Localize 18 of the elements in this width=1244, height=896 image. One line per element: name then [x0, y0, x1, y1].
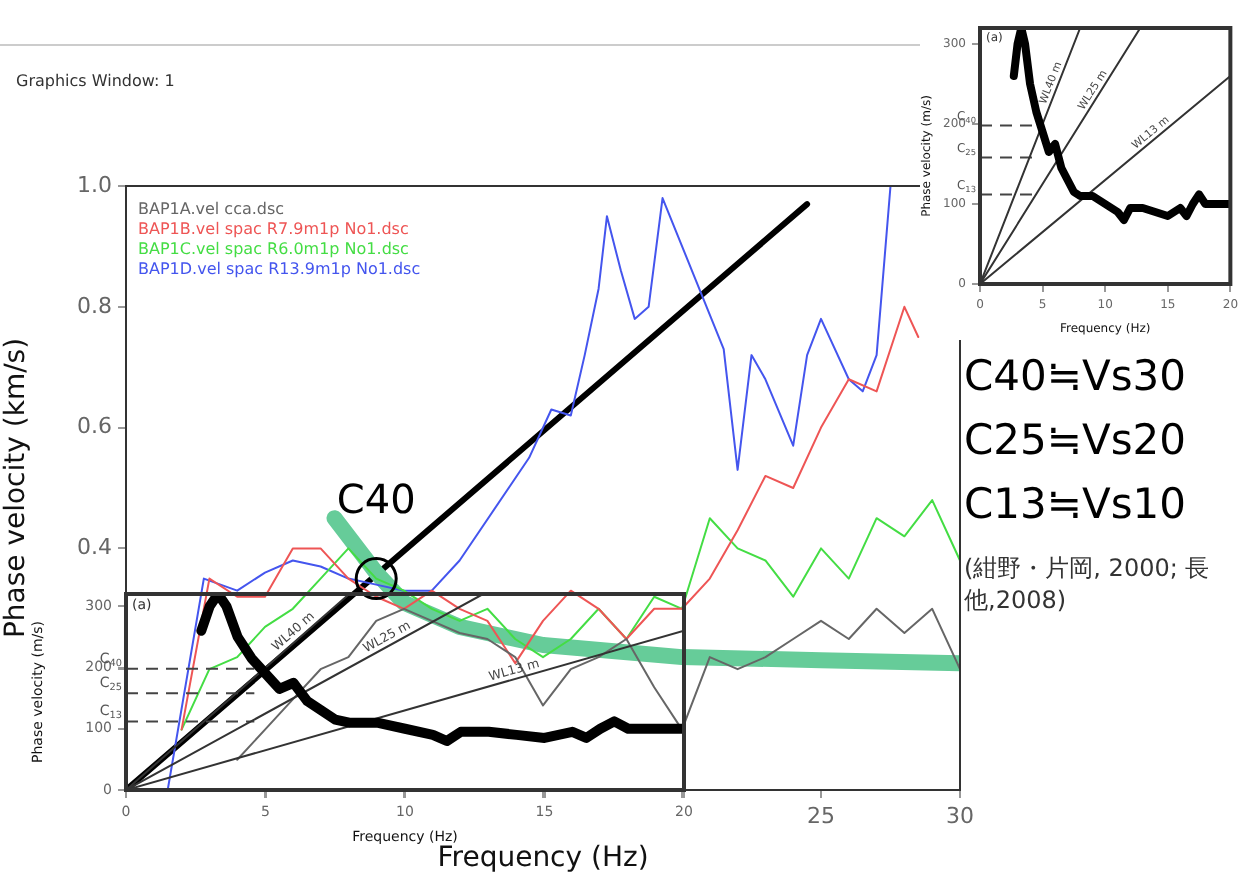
text: C25≒Vs20 [964, 414, 1189, 468]
y-tick-label: 0.4 [77, 534, 112, 561]
text: BAP1C.vel spac R6.0m1p No1.dsc [138, 240, 409, 259]
y-axis-title: Phase velocity (km/s) [0, 337, 33, 639]
x-axis-title: Frequency (Hz) [437, 842, 649, 875]
text: BAP1A.vel cca.dsc [138, 200, 285, 219]
text: C40≒Vs30 [964, 350, 1189, 404]
y-tick-label: 0.6 [77, 413, 112, 440]
y-tick-label: 0.8 [77, 292, 112, 319]
text: C13≒Vs10 [964, 478, 1189, 532]
annotation: C40 [336, 475, 416, 524]
text: BAP1B.vel spac R7.9m1p No1.dsc [138, 220, 409, 239]
text: BAP1D.vel spac R13.9m1p No1.dsc [138, 260, 421, 279]
chart-subtitle: Graphics Window: 1 [16, 72, 175, 90]
text: (紺野・片岡, 2000; 長他,2008) [964, 552, 1212, 616]
x-tick-label: 30 [946, 802, 974, 829]
x-tick-label: 25 [807, 802, 835, 829]
y-tick-label: 1.0 [77, 171, 112, 198]
